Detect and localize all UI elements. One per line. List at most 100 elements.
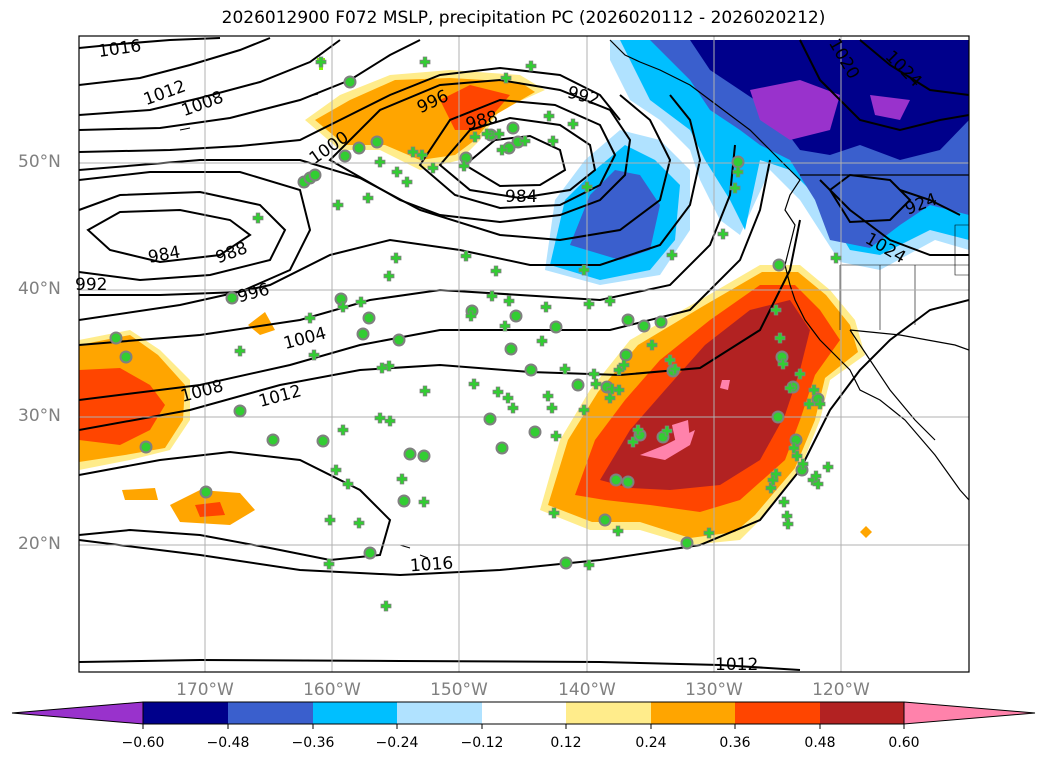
colorbar-tick-label: −0.24 — [375, 735, 419, 751]
member-plus-marker — [627, 436, 639, 448]
member-plus-marker — [664, 354, 676, 366]
lon-label-120w: 120°W — [812, 680, 870, 700]
pos-anomaly-small — [248, 312, 275, 335]
colorbar-tick-label: 0.12 — [550, 735, 582, 751]
member-plus-marker — [507, 402, 519, 414]
lat-label-40n: 40°N — [18, 279, 61, 299]
member-circle-marker — [225, 291, 239, 305]
isobar-992-west — [79, 171, 312, 296]
member-plus-marker — [502, 392, 514, 404]
member-circle-marker — [417, 449, 431, 463]
member-plus-marker — [559, 363, 571, 375]
member-circle-marker — [654, 315, 668, 329]
member-plus-marker — [337, 424, 349, 436]
colorbar — [11, 701, 1036, 729]
member-plus-marker — [374, 412, 386, 424]
member-plus-marker — [669, 363, 681, 375]
isobar-1016-south — [79, 450, 392, 562]
isobar-1024-ne — [859, 39, 969, 96]
member-circle-marker — [343, 75, 357, 89]
colorbar-ticks — [142, 724, 905, 729]
member-plus-marker — [578, 264, 590, 276]
lon-label-140w: 140°W — [558, 680, 616, 700]
member-plus-marker — [543, 110, 555, 122]
isobar-1020-ne — [799, 39, 969, 132]
member-plus-marker — [765, 482, 777, 494]
member-plus-marker — [490, 265, 502, 277]
isobar-label: 1016 — [409, 553, 454, 576]
member-plus-marker — [814, 398, 826, 410]
member-plus-marker — [460, 250, 472, 262]
member-plus-marker — [808, 384, 820, 396]
isobar-labels: 1016 1012 1008 1000 996 988 992 984 1020… — [75, 35, 940, 675]
member-plus-marker — [315, 56, 327, 68]
member-circle-marker — [559, 556, 573, 570]
isobar-988-ring — [438, 116, 597, 200]
member-circle-marker — [352, 141, 366, 155]
member-plus-marker — [396, 473, 408, 485]
coastline-baja — [849, 329, 936, 441]
member-plus-marker — [548, 507, 560, 519]
member-plus-marker — [732, 166, 744, 178]
member-plus-marker — [234, 345, 246, 357]
member-plus-marker — [493, 128, 505, 140]
member-circle-marker — [504, 342, 518, 356]
isobar-1008-mid — [79, 159, 771, 401]
colorbar-tick-label: −0.48 — [206, 735, 250, 751]
member-circle-marker — [362, 311, 376, 325]
member-plus-marker — [774, 332, 786, 344]
member-plus-marker — [486, 290, 498, 302]
pos-anomaly-north-red — [440, 85, 510, 130]
member-plus-marker — [666, 249, 678, 261]
member-plus-marker — [469, 131, 481, 143]
member-plus-marker — [468, 378, 480, 390]
member-plus-marker — [481, 128, 493, 140]
isobar-1012-north — [79, 37, 271, 86]
neg-anomaly-purple — [750, 80, 840, 140]
colorbar-bin — [143, 702, 228, 724]
member-circle-marker — [316, 434, 330, 448]
member-plus-marker — [781, 510, 793, 522]
isobar-1012-bottom — [79, 658, 801, 671]
member-plus-marker — [304, 312, 316, 324]
pos-anomaly-sw-patch-red — [195, 502, 225, 517]
member-plus-marker — [830, 252, 842, 264]
member-plus-marker — [578, 404, 590, 416]
isobar-label: 1012 — [715, 655, 758, 675]
border-states-5 — [954, 224, 969, 276]
member-circle-marker — [356, 327, 370, 341]
member-plus-marker — [803, 398, 815, 410]
member-plus-marker — [419, 385, 431, 397]
member-circle-marker — [109, 331, 123, 345]
isobar-1016-north — [79, 37, 221, 49]
lon-label-160w: 160°W — [303, 680, 361, 700]
isobar-1016-long — [79, 299, 969, 577]
lon-label-130w: 130°W — [685, 680, 743, 700]
colorbar-bin — [482, 702, 566, 724]
colorbar-tick-label: 0.60 — [888, 735, 920, 751]
member-plus-marker — [547, 135, 559, 147]
isobar-1000-north — [79, 66, 621, 153]
neg-anomaly-purple-2 — [870, 95, 910, 120]
isobar-label: 984 — [147, 242, 182, 267]
member-circle-marker — [370, 135, 384, 149]
member-plus-marker — [465, 310, 477, 322]
isobar-label: 996 — [235, 280, 272, 308]
member-plus-marker — [588, 368, 600, 380]
member-plus-marker — [717, 228, 729, 240]
member-plus-marker — [581, 181, 593, 193]
member-plus-marker — [536, 335, 548, 347]
member-circle-marker — [772, 258, 786, 272]
isobar-label: 1012 — [257, 381, 304, 412]
member-circle-marker — [571, 378, 585, 392]
member-plus-marker — [703, 527, 715, 539]
member-circle-marker — [528, 425, 542, 439]
member-circle-marker — [495, 441, 509, 455]
isobar-992-ring — [418, 98, 617, 210]
colorbar-bin — [313, 702, 397, 724]
member-plus-marker — [519, 135, 531, 147]
colorbar-bin — [735, 702, 820, 724]
lat-label-50n: 50°N — [18, 152, 61, 172]
isobar-label: 1016 — [97, 36, 143, 62]
member-plus-marker — [646, 339, 658, 351]
